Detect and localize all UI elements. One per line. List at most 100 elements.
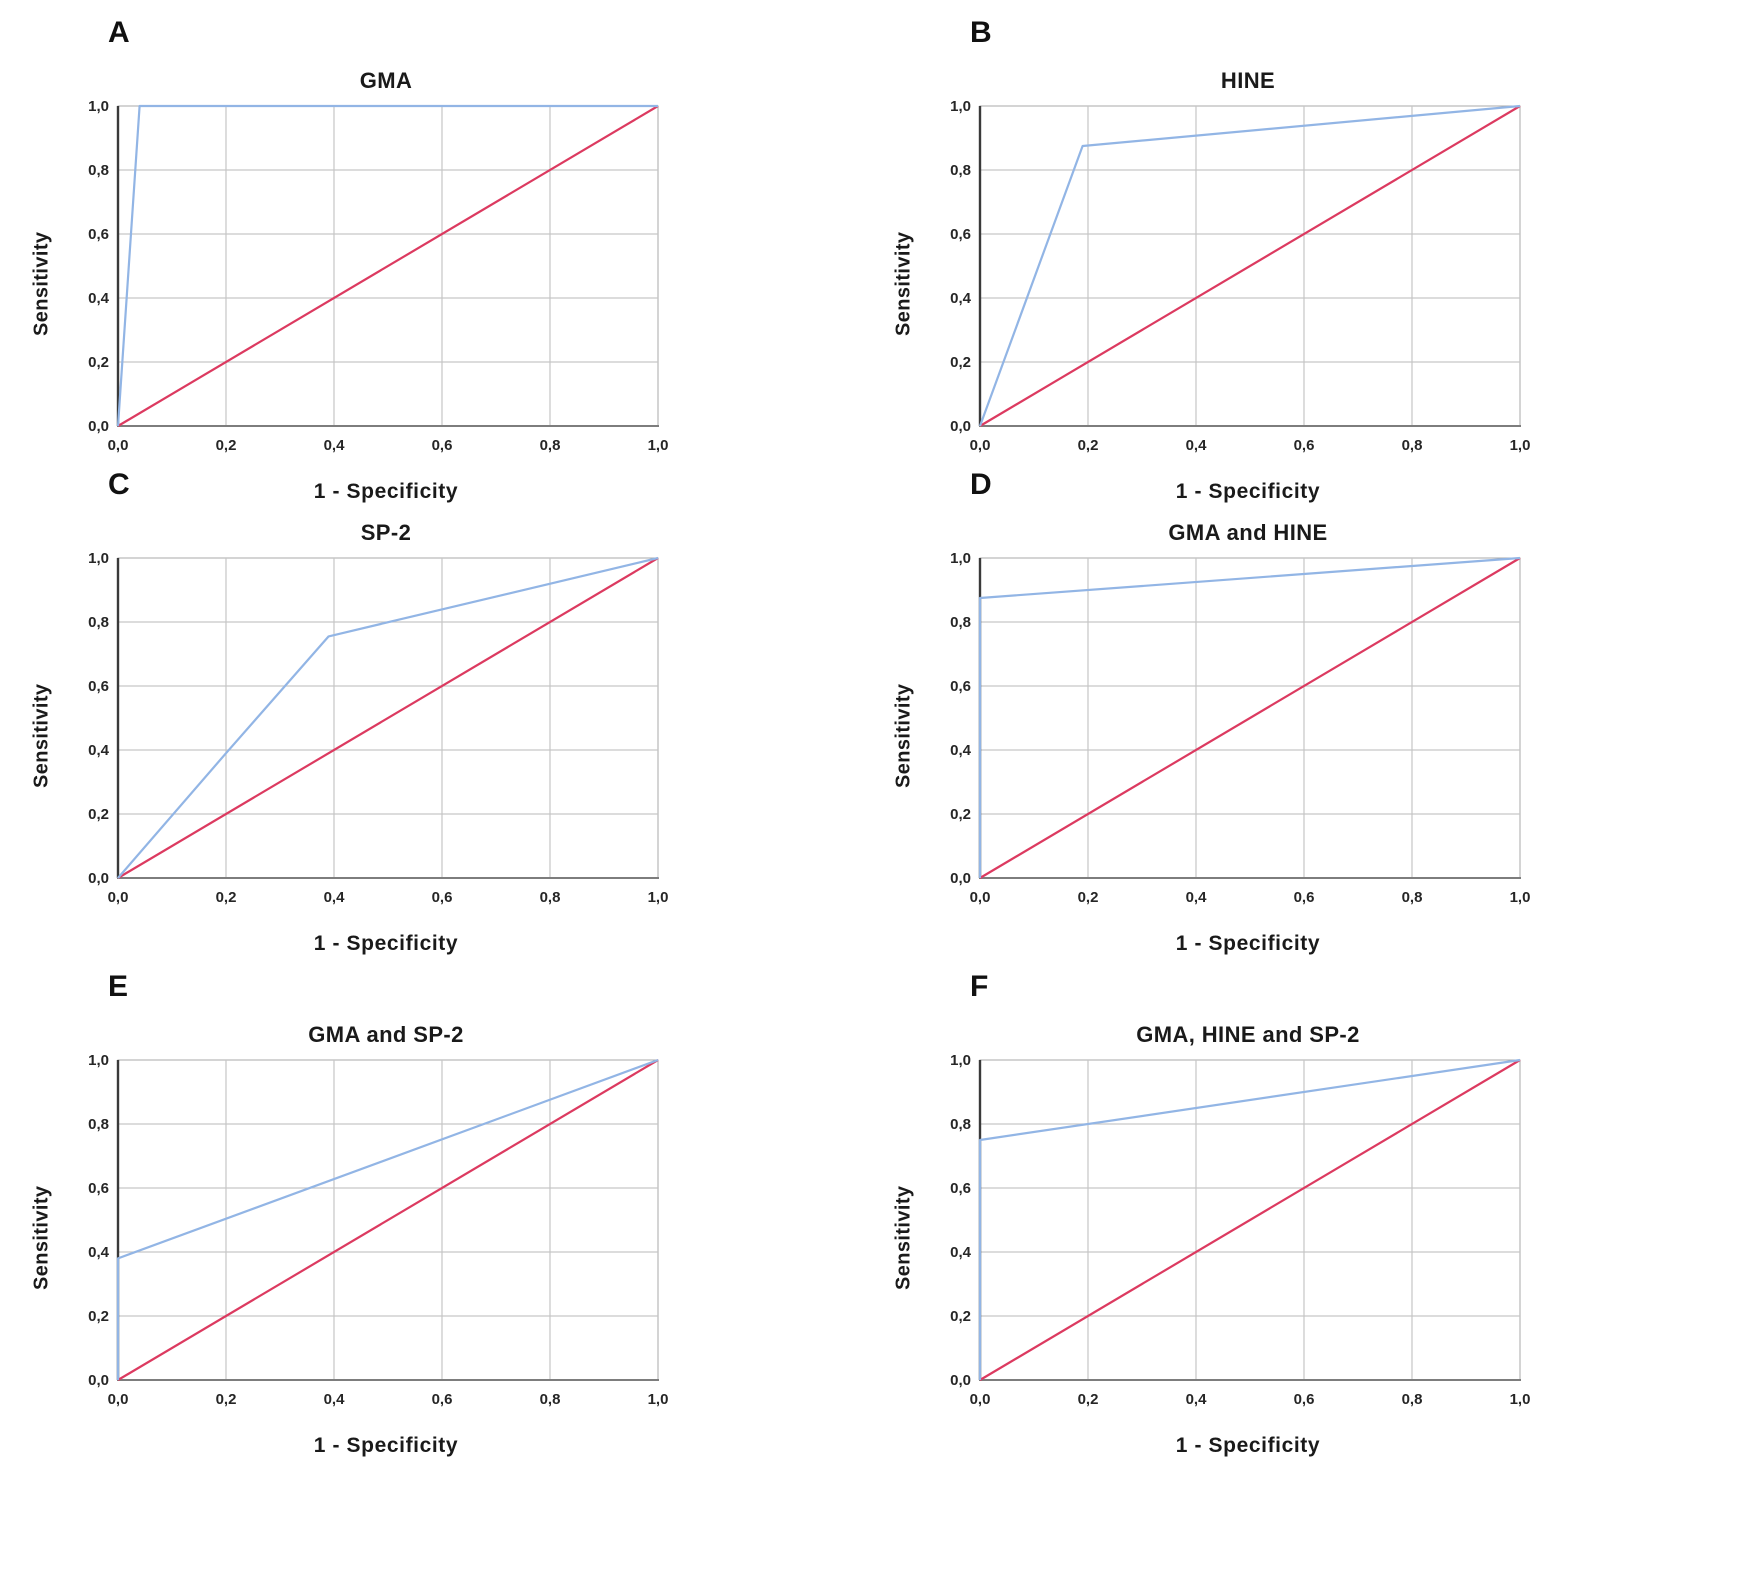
- svg-text:0,4: 0,4: [1186, 1391, 1208, 1408]
- panel-b: B HINE Sensitivity 0,0 0,0 0,2 0,2 0,4 0,4 0,6…: [892, 10, 1742, 504]
- svg-text:1,0: 1,0: [1510, 437, 1531, 454]
- svg-text:0,2: 0,2: [216, 437, 237, 454]
- x-axis-label-d: 1 - Specificity: [1175, 932, 1321, 955]
- roc-figure: A GMA Sensitivity 0,0 0,0 0,2 0,2 0,4 0,4 0,6 0…: [30, 10, 1742, 1526]
- svg-text:0,0: 0,0: [970, 437, 991, 454]
- svg-text:0,0: 0,0: [950, 418, 971, 435]
- svg-text:0,0: 0,0: [108, 889, 129, 906]
- svg-text:0,4: 0,4: [88, 1244, 110, 1261]
- svg-text:0,2: 0,2: [1078, 889, 1099, 906]
- svg-text:1,0: 1,0: [648, 437, 669, 454]
- chart-title-e: GMA and SP-2: [308, 1022, 464, 1047]
- svg-text:0,4: 0,4: [88, 742, 110, 759]
- panel-letter-c: C: [108, 468, 130, 501]
- panel-letter-f: F: [970, 970, 989, 1003]
- svg-text:0,2: 0,2: [88, 806, 109, 823]
- plot-row-f: Sensitivity 0,0 0,0 0,2 0,2 0,4 0,4 0,6 0,6 0,8 0…: [892, 1050, 1538, 1426]
- roc-chart-gma-hine-sp2: 0,0 0,0 0,2 0,2 0,4 0,4 0,6 0,6 0,8 0,8 1,0 1,0: [950, 1052, 1531, 1408]
- svg-text:0,6: 0,6: [88, 226, 109, 243]
- svg-text:0,8: 0,8: [88, 1116, 109, 1133]
- svg-text:0,4: 0,4: [324, 437, 346, 454]
- svg-text:0,2: 0,2: [950, 1308, 971, 1325]
- panel-letter-a: A: [108, 16, 130, 49]
- svg-text:0,4: 0,4: [324, 1391, 346, 1408]
- svg-text:0,2: 0,2: [950, 806, 971, 823]
- y-axis-label-d: Sensitivity: [892, 683, 915, 789]
- y-axis-label-e: Sensitivity: [30, 1185, 53, 1291]
- panel-d: D GMA and HINE Sensitivity 0,0 0,0 0,2 0,2 0…: [892, 462, 1742, 964]
- svg-text:1,0: 1,0: [88, 1052, 109, 1069]
- svg-text:0,0: 0,0: [950, 1372, 971, 1389]
- svg-text:0,2: 0,2: [216, 1391, 237, 1408]
- chart-title-f: GMA, HINE and SP-2: [1136, 1022, 1360, 1047]
- y-axis-label-a: Sensitivity: [30, 231, 53, 337]
- plot-row-c: Sensitivity 0,0 0,0 0,2 0,2 0,4 0,4 0,6 0,6 0,8 0…: [30, 548, 676, 924]
- x-axis-label-c: 1 - Specificity: [313, 932, 459, 955]
- panel-c: C SP-2 Sensitivity 0,0 0,0 0,2 0,2 0,4 0,4 0,6…: [30, 462, 880, 964]
- panel-f: F GMA, HINE and SP-2 Sensitivity 0,0 0,0 0…: [892, 964, 1742, 1526]
- y-axis-label-b: Sensitivity: [892, 231, 915, 337]
- svg-text:0,8: 0,8: [950, 614, 971, 631]
- svg-text:1,0: 1,0: [950, 98, 971, 115]
- svg-text:0,4: 0,4: [1186, 437, 1208, 454]
- svg-text:0,4: 0,4: [1186, 889, 1208, 906]
- svg-text:0,8: 0,8: [540, 437, 561, 454]
- svg-text:0,8: 0,8: [1402, 1391, 1423, 1408]
- x-axis-label-f: 1 - Specificity: [1175, 1434, 1321, 1457]
- panel-letter-e: E: [108, 970, 129, 1003]
- svg-text:0,6: 0,6: [432, 1391, 453, 1408]
- svg-text:0,6: 0,6: [88, 678, 109, 695]
- plot-row-b: Sensitivity 0,0 0,0 0,2 0,2 0,4 0,4 0,6 0,6 0,8 0…: [892, 96, 1538, 472]
- svg-text:0,6: 0,6: [432, 437, 453, 454]
- panel-a: A GMA Sensitivity 0,0 0,0 0,2 0,2 0,4 0,4 0,6 0…: [30, 10, 880, 504]
- svg-text:0,4: 0,4: [950, 742, 972, 759]
- svg-text:0,0: 0,0: [950, 870, 971, 887]
- svg-text:0,2: 0,2: [216, 889, 237, 906]
- svg-text:0,8: 0,8: [950, 1116, 971, 1133]
- svg-text:0,4: 0,4: [950, 290, 972, 307]
- roc-chart-gma-hine: 0,0 0,0 0,2 0,2 0,4 0,4 0,6 0,6 0,8 0,8 1,0 1,0: [950, 550, 1530, 906]
- svg-text:1,0: 1,0: [950, 550, 971, 567]
- y-axis-label-f: Sensitivity: [892, 1185, 915, 1291]
- plot-row-e: Sensitivity 0,0 0,0 0,2 0,2 0,4 0,4 0,6 0,6 0,8 0…: [30, 1050, 676, 1426]
- svg-text:1,0: 1,0: [88, 98, 109, 115]
- svg-text:0,8: 0,8: [540, 1391, 561, 1408]
- svg-text:1,0: 1,0: [950, 1052, 971, 1069]
- svg-text:0,2: 0,2: [88, 354, 109, 371]
- svg-text:0,8: 0,8: [1402, 889, 1423, 906]
- svg-text:0,0: 0,0: [108, 1391, 129, 1408]
- x-axis-label-b: 1 - Specificity: [1175, 480, 1321, 503]
- svg-text:0,8: 0,8: [540, 889, 561, 906]
- roc-chart-sp2: 0,0 0,0 0,2 0,2 0,4 0,4 0,6 0,6 0,8 0,8 1,0 1,0: [88, 550, 669, 906]
- plot-row-a: Sensitivity 0,0 0,0 0,2 0,2 0,4 0,4 0,6 0,6 0,8 0…: [30, 96, 676, 472]
- svg-text:0,4: 0,4: [324, 889, 346, 906]
- svg-text:0,0: 0,0: [88, 418, 109, 435]
- svg-text:1,0: 1,0: [88, 550, 109, 567]
- svg-text:0,6: 0,6: [950, 226, 971, 243]
- svg-text:0,6: 0,6: [1294, 437, 1315, 454]
- svg-text:0,8: 0,8: [88, 162, 109, 179]
- panel-letter-d: D: [970, 468, 992, 501]
- svg-text:0,6: 0,6: [1294, 1391, 1315, 1408]
- roc-chart-hine: 0,0 0,0 0,2 0,2 0,4 0,4 0,6 0,6 0,8 0,8 1,0 1,0: [950, 98, 1531, 454]
- svg-text:1,0: 1,0: [1510, 1391, 1531, 1408]
- svg-text:0,6: 0,6: [1294, 889, 1315, 906]
- svg-text:0,6: 0,6: [950, 1180, 971, 1197]
- svg-text:0,0: 0,0: [970, 1391, 991, 1408]
- svg-text:1,0: 1,0: [648, 889, 669, 906]
- svg-text:0,2: 0,2: [1078, 437, 1099, 454]
- svg-text:0,0: 0,0: [108, 437, 129, 454]
- svg-text:0,8: 0,8: [1402, 437, 1423, 454]
- svg-text:0,0: 0,0: [88, 870, 109, 887]
- panel-letter-b: B: [970, 16, 992, 49]
- svg-text:0,8: 0,8: [950, 162, 971, 179]
- svg-text:1,0: 1,0: [648, 1391, 669, 1408]
- chart-title-b: HINE: [1220, 68, 1276, 93]
- svg-text:0,4: 0,4: [88, 290, 110, 307]
- x-axis-label-e: 1 - Specificity: [313, 1434, 459, 1457]
- svg-text:0,6: 0,6: [88, 1180, 109, 1197]
- svg-text:0,0: 0,0: [970, 889, 991, 906]
- chart-title-d: GMA and HINE: [1168, 520, 1328, 545]
- chart-title-c: SP-2: [360, 520, 412, 545]
- svg-text:0,6: 0,6: [950, 678, 971, 695]
